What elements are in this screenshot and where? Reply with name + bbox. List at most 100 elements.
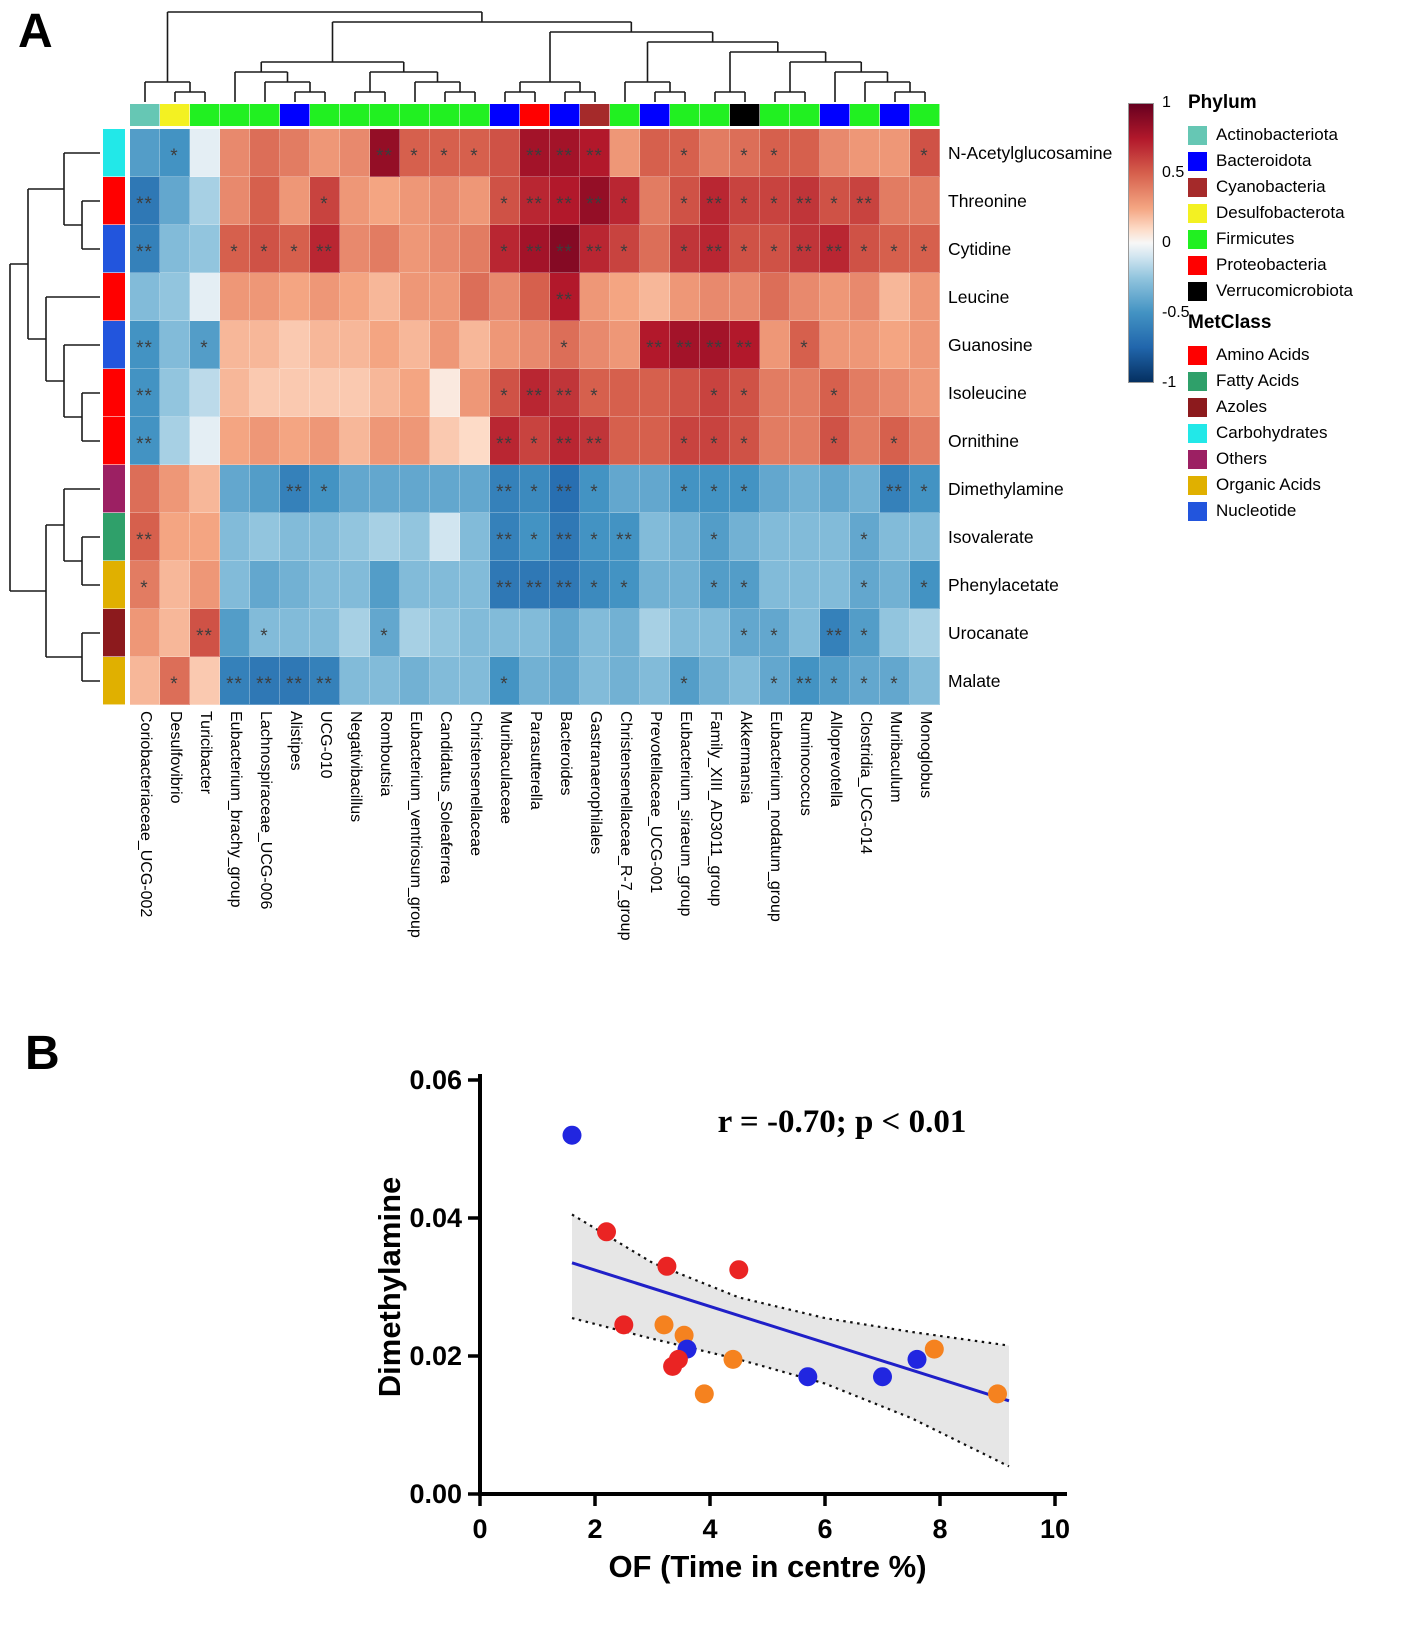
data-point-orange (694, 1384, 714, 1404)
heatmap-cell: * (760, 225, 790, 273)
heatmap-cell: * (130, 561, 160, 609)
colorscale-legend: 1 0.5 0 -0.5 -1 (1128, 94, 1190, 391)
heatmap-cell: * (910, 561, 940, 609)
phylum-legend-swatch (1188, 125, 1207, 145)
heatmap-cell (400, 369, 430, 417)
heatmap-cell (250, 465, 280, 513)
phylum-legend-label: Cyanobacteria (1216, 177, 1326, 196)
heatmap-cell: ** (490, 417, 520, 465)
heatmap-cell (820, 513, 850, 561)
heatmap-cell (640, 369, 670, 417)
significance-marker: * (680, 674, 689, 695)
x-tick-label: 0 (472, 1514, 487, 1544)
significance-marker: * (590, 482, 599, 503)
heatmap-cell (820, 561, 850, 609)
data-point-red (663, 1356, 683, 1376)
heatmap-cell (160, 465, 190, 513)
data-point-blue (907, 1349, 927, 1369)
heatmap-cell: * (910, 225, 940, 273)
heatmap-cell: * (880, 657, 910, 705)
heatmap-cell: ** (520, 177, 550, 225)
heatmap-cell (160, 561, 190, 609)
heatmap-cell (430, 657, 460, 705)
heatmap-cell (400, 465, 430, 513)
heatmap-cell: ** (130, 513, 160, 561)
heatmap-cell (640, 273, 670, 321)
heatmap-cell (430, 417, 460, 465)
significance-marker: ** (286, 674, 303, 695)
colorscale-tick-label: 0.5 (1162, 164, 1185, 181)
heatmap-cell: ** (580, 129, 610, 177)
confidence-band (572, 1214, 1009, 1467)
heatmap-cell (460, 177, 490, 225)
heatmap-cell: * (910, 129, 940, 177)
heatmap-cell (670, 609, 700, 657)
significance-marker: ** (706, 338, 723, 359)
heatmap-cell (610, 369, 640, 417)
heatmap-cell: ** (550, 177, 580, 225)
significance-marker: * (890, 242, 899, 263)
heatmap-cell: ** (670, 321, 700, 369)
heatmap-cell (910, 513, 940, 561)
heatmap-cell (280, 321, 310, 369)
significance-marker: * (860, 578, 869, 599)
significance-marker: * (860, 674, 869, 695)
heatmap-cell (850, 465, 880, 513)
heatmap-cell: ** (250, 657, 280, 705)
significance-marker: * (740, 578, 749, 599)
heatmap-cell (490, 609, 520, 657)
phylum-legend-swatch (1188, 281, 1207, 301)
heatmap-cell: ** (820, 609, 850, 657)
heatmap-cell: * (580, 369, 610, 417)
heatmap-cell: * (580, 561, 610, 609)
significance-marker: ** (586, 146, 603, 167)
significance-marker: ** (136, 338, 153, 359)
phylum-bar-cell (400, 104, 430, 126)
heatmap-cell (310, 369, 340, 417)
heatmap-cell (340, 657, 370, 705)
heatmap-cell: * (700, 513, 730, 561)
heatmap-cell (910, 273, 940, 321)
significance-marker: ** (496, 434, 513, 455)
heatmap-cell (190, 417, 220, 465)
metclass-legend-item: Others (1188, 446, 1328, 472)
heatmap-cell (760, 417, 790, 465)
phylum-bar-cell (820, 104, 850, 126)
heatmap-cell: * (520, 465, 550, 513)
heatmap-cell (820, 129, 850, 177)
significance-marker: * (170, 146, 179, 167)
heatmap-cell (220, 273, 250, 321)
metclass-annotation-bar (103, 129, 125, 705)
significance-marker: * (740, 194, 749, 215)
metclass-legend-item: Carbohydrates (1188, 420, 1328, 446)
phylum-legend-item: Firmicutes (1188, 226, 1353, 252)
phylum-bar-cell (340, 104, 370, 126)
heatmap-cell (280, 513, 310, 561)
heatmap-cell (130, 657, 160, 705)
heatmap-cell (400, 417, 430, 465)
heatmap-cell (460, 369, 490, 417)
heatmap-cell (280, 561, 310, 609)
heatmap-cell: * (790, 321, 820, 369)
heatmap-cell: * (820, 177, 850, 225)
heatmap-cell (340, 129, 370, 177)
significance-marker: * (140, 578, 149, 599)
heatmap-cell (220, 513, 250, 561)
correlation-annotation: r = -0.70; p < 0.01 (718, 1104, 967, 1140)
significance-marker: * (290, 242, 299, 263)
heatmap-cell (340, 225, 370, 273)
heatmap-column-label: Monoglobus (917, 711, 934, 799)
heatmap-cell (550, 657, 580, 705)
metclass-bar-cell (103, 657, 125, 705)
colorscale-tick-label: -0.5 (1162, 304, 1190, 321)
heatmap-cell (400, 273, 430, 321)
heatmap-cell (160, 369, 190, 417)
heatmap-row-label: Urocanate (948, 623, 1029, 643)
significance-marker: * (380, 626, 389, 647)
heatmap-cell (820, 273, 850, 321)
metclass-legend-swatch (1188, 345, 1207, 365)
heatmap-cell (400, 321, 430, 369)
heatmap-cell (370, 657, 400, 705)
heatmap-cell: * (490, 177, 520, 225)
heatmap-cell (250, 321, 280, 369)
